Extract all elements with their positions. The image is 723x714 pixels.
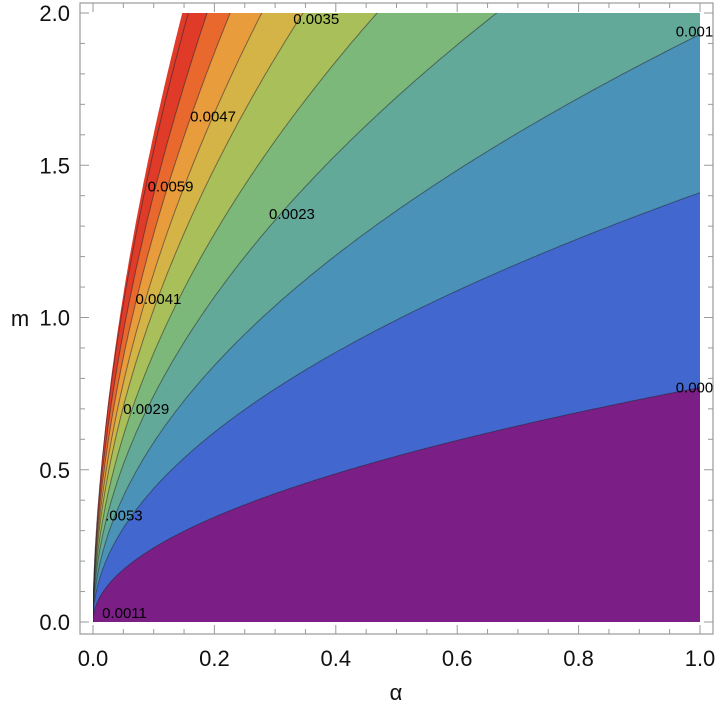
axis-ticks: [80, 3, 713, 634]
x-tick-label: 0.4: [321, 646, 352, 671]
y-tick-label: 2.0: [39, 1, 70, 26]
contour-line-0.0023: [93, 13, 498, 622]
contour-line-0.0041: [93, 13, 263, 622]
contour-line-0.0011: [93, 192, 700, 622]
contour-label: 0.0011: [102, 605, 147, 622]
contour-line-0.0017: [93, 33, 700, 622]
contour-line-0.0035: [93, 13, 304, 622]
contour-lines: [93, 13, 700, 622]
contour-label: 0.0059: [148, 179, 194, 196]
y-tick-label: 0.5: [39, 458, 70, 483]
contour-label: 0.0023: [269, 206, 315, 223]
contour-line-0.0005: [93, 387, 700, 622]
x-tick-labels: 0.0 0.2 0.4 0.6 0.8 1.0: [78, 646, 716, 671]
x-tick-label: 0.6: [442, 646, 473, 671]
contour-label: 0.000: [676, 380, 714, 397]
contour-label: .0053: [105, 507, 143, 524]
contour-labels: 0.0035 0.001 0.0047 0.0059 0.0023 0.0041 0.002…: [102, 11, 713, 622]
contour-label: 0.001: [676, 23, 714, 40]
contour-bands: [93, 13, 700, 622]
contour-label: 0.0029: [123, 401, 169, 418]
y-axis-label: m: [11, 306, 29, 331]
contour-line-0.0029: [93, 13, 378, 622]
contour-label: 0.0041: [136, 291, 182, 308]
x-tick-label: 1.0: [685, 646, 716, 671]
contour-label: 0.0035: [293, 11, 339, 28]
y-tick-label: 1.0: [39, 306, 70, 331]
y-tick-label: 0.0: [39, 610, 70, 635]
x-tick-label: 0.8: [563, 646, 594, 671]
contour-line-0.0059: [93, 13, 189, 622]
x-tick-label: 0.0: [78, 646, 109, 671]
y-tick-labels: 0.0 0.5 1.0 1.5 2.0: [39, 1, 70, 635]
x-axis-label: α: [390, 680, 403, 705]
y-tick-label: 1.5: [39, 153, 70, 178]
contour-label: 0.0047: [190, 109, 236, 126]
band-lowest: [93, 387, 700, 622]
x-tick-label: 0.2: [199, 646, 230, 671]
